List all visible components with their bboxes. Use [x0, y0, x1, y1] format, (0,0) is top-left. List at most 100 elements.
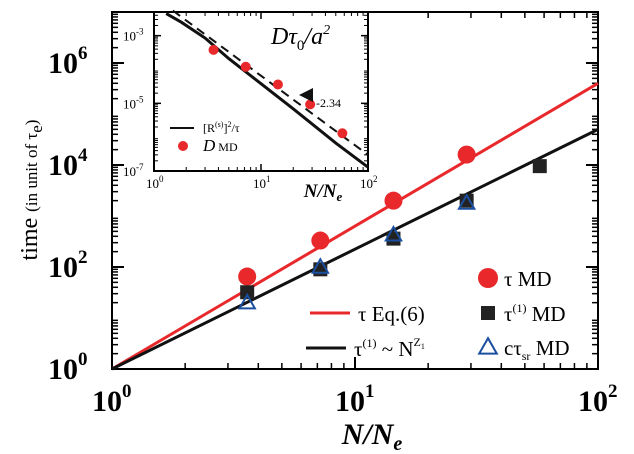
inset-guide-line: [172, 9, 369, 156]
legend-label-sup2: Z: [413, 335, 420, 349]
inset-y-tick-base: 10: [123, 29, 136, 44]
y-tick-label: 100: [48, 349, 88, 386]
data-point-circle: [457, 145, 476, 164]
x-axis-label-main: N/N: [341, 418, 395, 451]
inset-x-tick-label: 101: [253, 174, 271, 191]
y-tick-base: 10: [48, 353, 78, 386]
inset-legend-mid: ]: [223, 121, 227, 135]
x-tick-base: 10: [335, 385, 365, 418]
inset-y-tick-label: 10-7: [123, 162, 144, 179]
x-tick-exp: 2: [608, 381, 618, 402]
inset-plot: 100 101 10210-310-510-7-2.34Dτ0/a2N/Ne[R(s…: [123, 9, 378, 204]
inset-x-tick-exp: 0: [159, 174, 164, 184]
inset-legend-pre: [R: [203, 121, 215, 135]
data-point-circle: [238, 267, 257, 286]
inset-title-sup: 2: [323, 23, 330, 38]
inset-x-tick-base: 10: [146, 176, 159, 191]
inset-legend-post: MD: [215, 140, 238, 154]
y-tick-base: 10: [48, 47, 78, 80]
x-tick-label: 102: [578, 381, 618, 418]
legend-label-sub: sr: [522, 349, 531, 363]
data-point-triangle: [384, 224, 403, 242]
legend-label: τ MD: [504, 267, 552, 291]
inset-legend-marker: [178, 141, 188, 151]
y-tick-exp: 2: [78, 247, 88, 268]
fit-line: [111, 81, 599, 371]
data-point-square: [240, 285, 255, 300]
y-axis-label-paren: (in unit of τ: [22, 133, 41, 212]
inset-y-tick-exp: -7: [136, 162, 144, 172]
legend-label-text: τ MD: [504, 267, 552, 291]
y-axis-label-close: ): [22, 120, 41, 126]
inset-title-pre: Dτ: [270, 24, 298, 50]
inset-frame: [153, 11, 369, 172]
inset-title-post: /a: [302, 24, 323, 50]
x-tick-label: 101: [335, 381, 375, 418]
inset-x-tick-label: 100: [146, 174, 164, 191]
inset-y-tick-exp: -5: [136, 94, 144, 104]
inset-y-tick-base: 10: [123, 96, 136, 111]
data-point-circle: [384, 191, 403, 210]
x-tick-exp: 0: [122, 381, 132, 402]
legend-label: τ(1) ~ NZ1: [354, 335, 425, 361]
inset-title: Dτ0/a2: [270, 23, 330, 54]
x-tick-base: 10: [92, 385, 122, 418]
inset-data-point: [272, 79, 283, 90]
inset-legend: [R(s)]2/τD MD: [170, 120, 240, 155]
inset-x-axis-label-sub: e: [336, 189, 342, 204]
inset-legend-label: D MD: [202, 136, 238, 155]
y-tick-exp: 6: [78, 43, 88, 64]
legend-label-sup: (1): [512, 301, 526, 315]
legend-label-post: MD: [530, 336, 569, 360]
y-tick-label: 102: [48, 247, 88, 284]
y-tick-exp: 4: [78, 145, 88, 166]
inset-y-tick-label: 10-3: [123, 27, 144, 44]
legend-label: τ Eq.(6): [358, 302, 425, 326]
legend-label: cτsr MD: [504, 336, 570, 363]
y-axis-label-sub: e: [27, 125, 46, 133]
legend-label-post: MD: [526, 302, 565, 326]
inset-legend-post: /τ: [231, 121, 239, 135]
x-tick-label: 100: [92, 381, 132, 418]
legend-label-pre: τ: [504, 302, 512, 326]
inset-data-point: [208, 44, 219, 55]
inset-x-axis-label: N/Ne: [303, 181, 343, 204]
x-axis-label: N/Ne: [341, 418, 403, 454]
inset-title-sub: 0: [297, 38, 305, 54]
inset-x-axis-label-main: N/N: [303, 181, 338, 202]
inset-x-tick-exp: 2: [373, 174, 378, 184]
inset-x-tick-base: 10: [360, 176, 373, 191]
legend-label: τ(1) MD: [504, 301, 566, 326]
y-tick-exp: 0: [78, 349, 88, 370]
data-point-square: [459, 193, 474, 208]
y-tick-base: 10: [48, 251, 78, 284]
x-axis-label-sub: e: [393, 433, 402, 454]
legend-label-sup: (1): [362, 336, 376, 350]
data-point-circle: [311, 231, 330, 250]
legend-label-mid: ~ N: [376, 337, 413, 361]
inset-legend-sup: (s): [215, 120, 224, 129]
legend-label-pre: cτ: [504, 336, 522, 360]
inset-legend-label: [R(s)]2/τ: [203, 120, 240, 135]
fit-line: [111, 128, 599, 371]
y-tick-label: 104: [48, 145, 88, 182]
inset-y-tick-label: 10-5: [123, 94, 144, 111]
inset-y-tick-base: 10: [123, 164, 136, 179]
inset-y-tick-exp: -3: [136, 27, 144, 37]
x-tick-exp: 1: [365, 381, 375, 402]
inset-slope-marker: [299, 88, 313, 102]
x-tick-base: 10: [578, 385, 608, 418]
inset-data-point: [337, 128, 348, 139]
data-point-triangle: [457, 193, 477, 210]
legend-label-pre: τ: [354, 337, 362, 361]
inset-data-point: [240, 61, 251, 72]
y-tick-base: 10: [48, 149, 78, 182]
y-axis-label: time (in unit of τe): [17, 120, 46, 261]
inset-data-point: [305, 99, 316, 110]
inset-slope-annotation: -2.34: [316, 96, 341, 110]
inset-x-tick-label: 102: [360, 174, 378, 191]
inset-x-tick-exp: 1: [266, 174, 271, 184]
